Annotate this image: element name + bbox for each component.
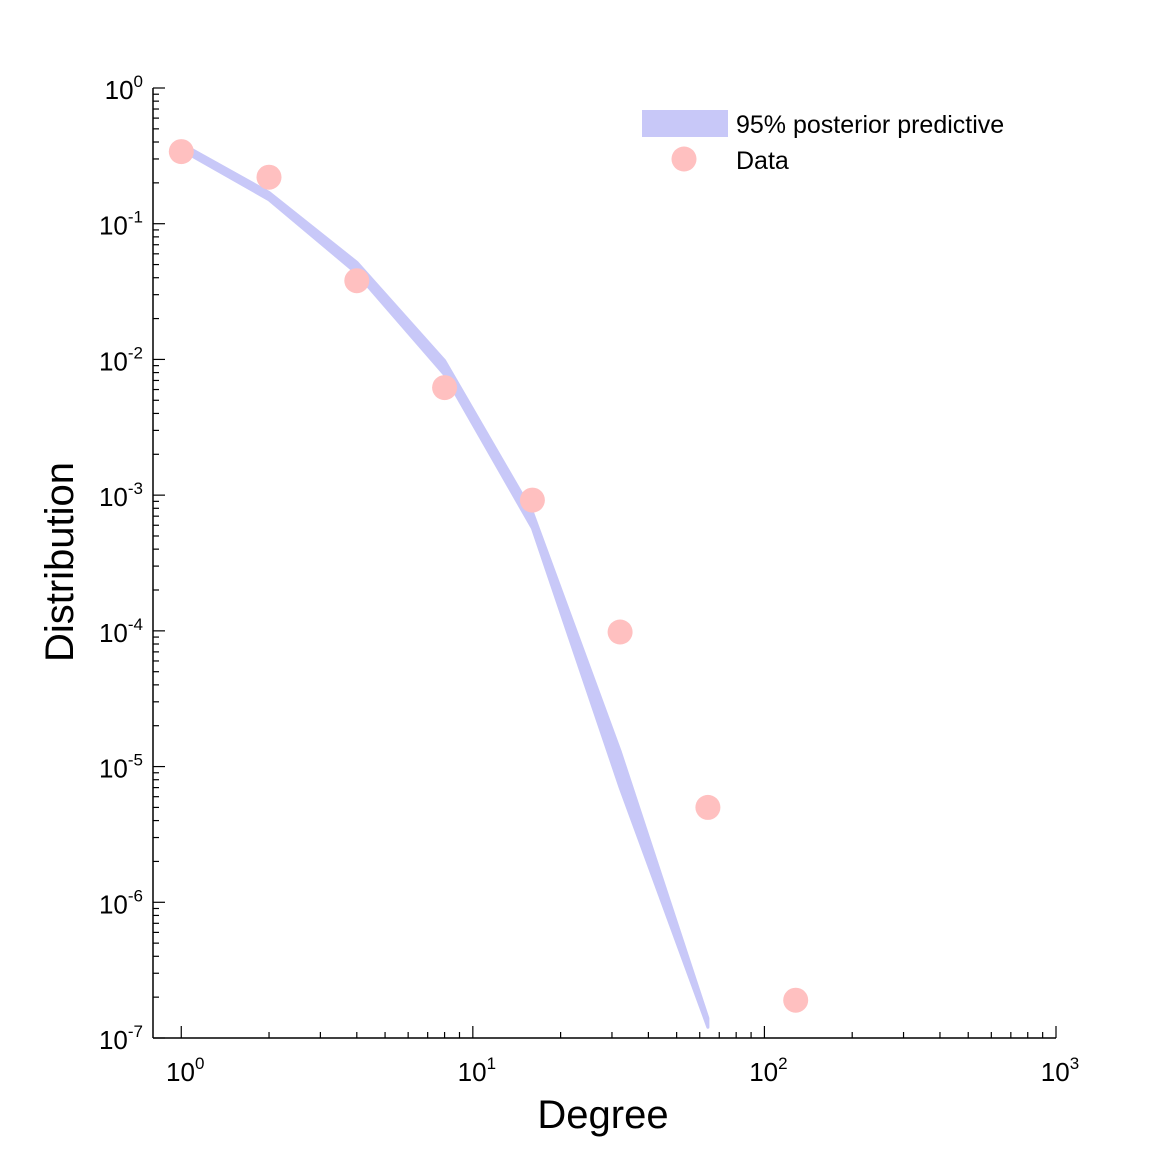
axes (152, 88, 1056, 1039)
x-tick-label: 102 (749, 1054, 787, 1087)
x-tick-label: 101 (458, 1054, 496, 1087)
y-tick-label: 10-1 (99, 208, 143, 241)
posterior-band (179, 142, 710, 1029)
data-point (519, 487, 545, 513)
y-tick-label: 100 (105, 72, 143, 105)
y-tick-label: 10-7 (99, 1022, 143, 1055)
data-point (432, 375, 458, 401)
y-tick-label: 10-3 (99, 479, 143, 512)
data-point (783, 987, 809, 1013)
legend-label-band: 95% posterior predictive (736, 111, 1004, 139)
y-axis-title: Distribution (38, 462, 82, 662)
y-tick-label: 10-5 (99, 751, 143, 784)
data-point (168, 139, 194, 165)
y-tick-label: 10-2 (99, 343, 143, 376)
legend: 95% posterior predictive Data (642, 110, 1004, 175)
legend-label-data: Data (736, 147, 789, 175)
data-point (695, 794, 721, 820)
data-point (344, 268, 370, 294)
y-tick-label: 10-4 (99, 615, 143, 648)
y-tick-label: 10-6 (99, 886, 143, 919)
data-point (256, 164, 282, 190)
posterior-band-layer (179, 142, 710, 1029)
x-tick-label: 100 (166, 1054, 204, 1087)
ticks: 100 101 102 103 100 10-1 10-2 10-3 10-4 10-5 10-6 1… (99, 72, 1079, 1087)
legend-band-swatch (642, 110, 728, 137)
data-point (607, 619, 633, 645)
data-points-layer (168, 139, 809, 1013)
x-axis-title: Degree (537, 1093, 668, 1137)
legend-point-marker (671, 146, 697, 172)
x-tick-label: 103 (1041, 1054, 1079, 1087)
